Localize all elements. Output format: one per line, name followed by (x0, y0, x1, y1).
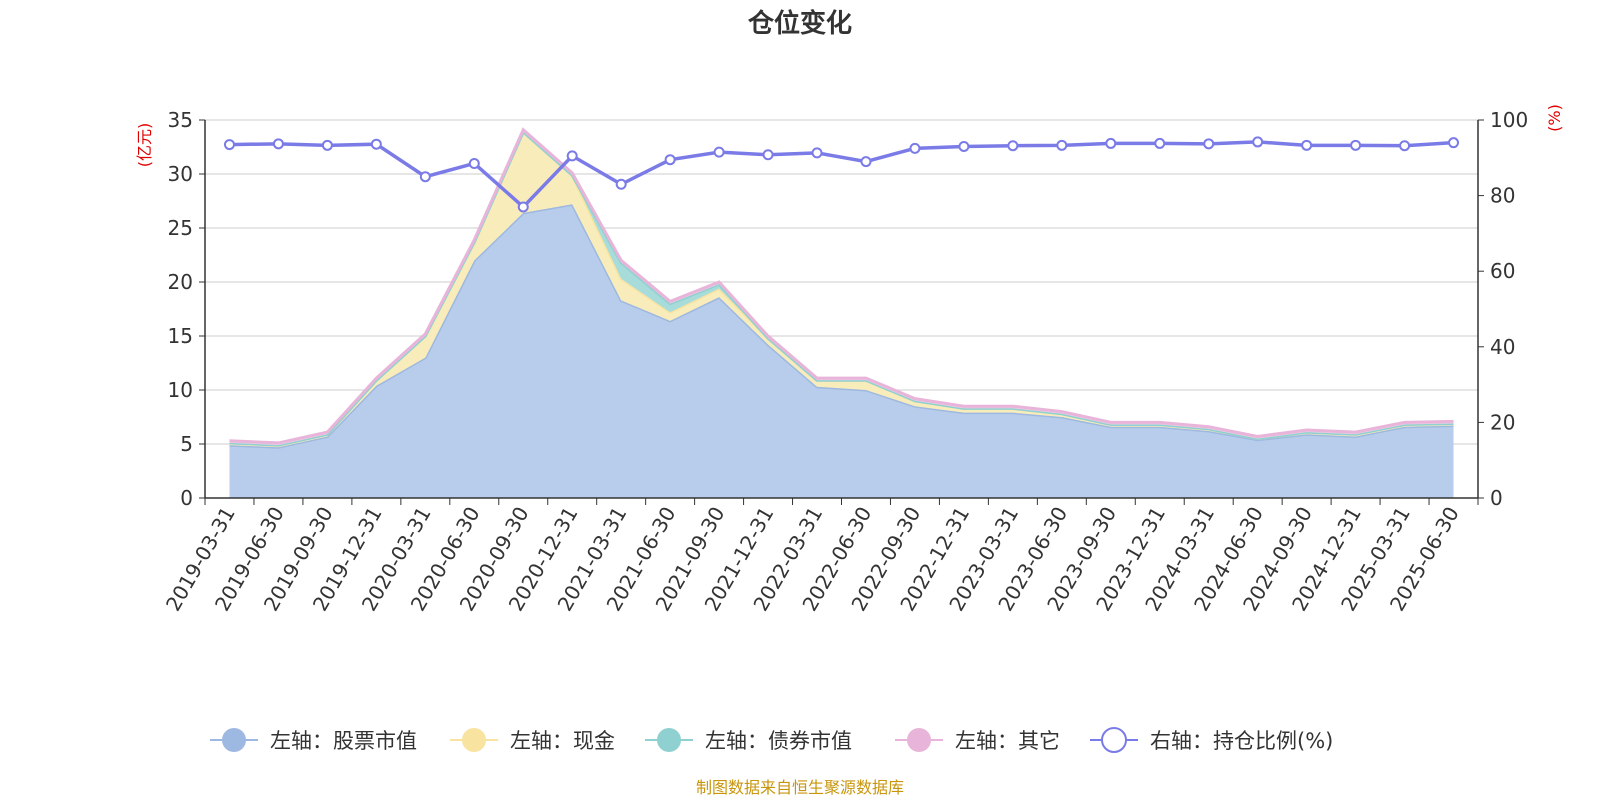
ratio-point (664, 154, 676, 166)
ratio-point (1350, 139, 1362, 151)
left-tick-label: 20 (168, 270, 193, 294)
area-左轴：现金 (229, 131, 1454, 448)
right-tick-label: 20 (1490, 410, 1515, 434)
ratio-point (1154, 137, 1166, 149)
legend-label: 左轴：其它 (955, 729, 1060, 753)
stacked-areas (229, 127, 1454, 499)
legend-marker (907, 728, 931, 752)
ratio-point (713, 146, 725, 158)
ratio-point (370, 138, 382, 150)
ratio-point (762, 149, 774, 161)
left-tick-label: 10 (168, 378, 193, 402)
right-tick-label: 60 (1490, 259, 1515, 283)
right-tick-label: 80 (1490, 184, 1515, 208)
legend: 左轴：股票市值 左轴：现金 左轴：债券市值 左轴：其它 右轴：持仓比例(%) (210, 727, 1333, 753)
ratio-point (272, 138, 284, 150)
ratio-polyline (229, 140, 1454, 210)
left-tick-label: 15 (168, 324, 193, 348)
legend-marker (222, 728, 246, 752)
left-tick-label: 35 (168, 108, 193, 132)
ratio-point (1056, 139, 1068, 151)
ratio-point (1301, 139, 1313, 151)
left-tick-label: 5 (180, 432, 193, 456)
right-tick-label: 0 (1490, 486, 1503, 510)
ratio-point (517, 201, 529, 213)
ratio-point (860, 156, 872, 168)
legend-marker (1101, 727, 1127, 753)
legend-label: 左轴：股票市值 (270, 729, 417, 753)
ratio-point (1007, 140, 1019, 152)
legend-marker (462, 728, 486, 752)
left-tick-label: 25 (168, 216, 193, 240)
left-axis-unit: (亿元) (135, 123, 154, 168)
ratio-point (615, 178, 627, 190)
right-tick-label: 100 (1490, 108, 1528, 132)
ratio-point (811, 147, 823, 159)
left-tick-label: 0 (180, 486, 193, 510)
ratio-point (958, 140, 970, 152)
area-edge-左轴：其它 (229, 127, 1454, 445)
legend-label: 左轴：现金 (510, 729, 615, 753)
area-左轴：股票市值 (229, 204, 1454, 499)
ratio-point (1399, 140, 1411, 152)
ratio-point (1105, 137, 1117, 149)
right-tick-label: 40 (1490, 335, 1515, 359)
legend-label: 左轴：债券市值 (705, 729, 852, 753)
ratio-point (1448, 137, 1460, 149)
ratio-point (321, 139, 333, 151)
legend-label: 右轴：持仓比例(%) (1150, 729, 1333, 753)
ratio-point (1203, 138, 1215, 150)
ratio-point (566, 150, 578, 162)
ratio-point (223, 139, 235, 151)
source-note: 制图数据来自恒生聚源数据库 (696, 778, 904, 797)
left-tick-label: 30 (168, 162, 193, 186)
chart-title: 仓位变化 (747, 8, 852, 39)
ratio-point (468, 157, 480, 169)
ratio-point (1252, 136, 1264, 148)
ratio-point (419, 171, 431, 183)
ratio-line (223, 136, 1460, 213)
legend-marker (657, 728, 681, 752)
axes: 051015202530350204060801002019-03-312019… (161, 108, 1528, 615)
right-axis-unit: (%) (1545, 104, 1564, 132)
ratio-point (909, 142, 921, 154)
